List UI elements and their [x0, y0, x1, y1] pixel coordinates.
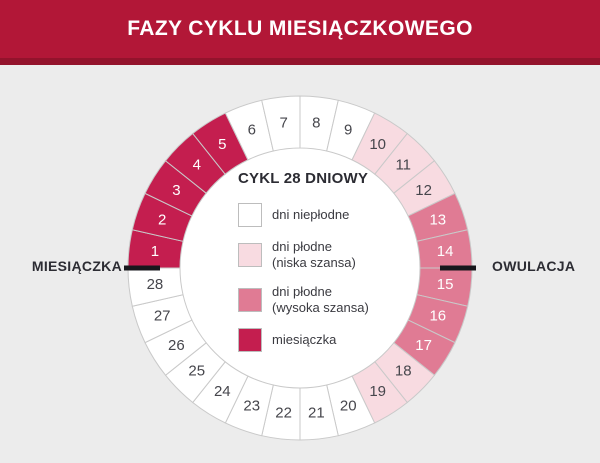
- day-segment-5: [192, 112, 249, 175]
- ring-inner-disc: [180, 148, 420, 388]
- day-number-16: 16: [429, 308, 446, 325]
- legend-swatch-infertile: [238, 203, 262, 227]
- day-number-24: 24: [214, 383, 231, 400]
- day-number-22: 22: [275, 405, 292, 422]
- day-segment-6: [224, 99, 274, 161]
- page-title: FAZY CYKLU MIESIĄCZKOWEGO: [127, 17, 473, 40]
- day-number-11: 11: [395, 156, 411, 173]
- legend-item: miesiączka: [238, 328, 423, 352]
- day-segment-8: [299, 95, 339, 152]
- day-number-20: 20: [340, 397, 357, 414]
- day-number-3: 3: [172, 182, 180, 199]
- day-number-18: 18: [395, 363, 412, 380]
- day-segment-20: [326, 375, 376, 437]
- day-segment-15: [416, 267, 473, 307]
- legend-sublabel: (niska szansa): [272, 255, 356, 271]
- day-number-19: 19: [369, 383, 386, 400]
- day-number-10: 10: [369, 136, 386, 153]
- day-number-14: 14: [437, 243, 454, 260]
- day-segment-16: [407, 294, 469, 344]
- day-segment-26: [144, 319, 207, 376]
- legend-title: CYKL 28 DNIOWY: [238, 170, 369, 187]
- ovulation-label: OWULACJA: [492, 258, 576, 274]
- day-segment-4: [164, 132, 226, 194]
- day-number-15: 15: [437, 276, 454, 293]
- menstruation-label: MIESIĄCZKA: [31, 258, 122, 274]
- day-segment-9: [326, 99, 376, 161]
- day-segment-12: [393, 160, 456, 217]
- header-banner: FAZY CYKLU MIESIĄCZKOWEGO: [0, 0, 600, 58]
- day-segment-13: [407, 192, 469, 242]
- day-number-8: 8: [312, 114, 320, 131]
- day-number-2: 2: [158, 211, 166, 228]
- day-segment-24: [192, 361, 249, 424]
- day-number-12: 12: [415, 182, 432, 199]
- legend-label: dni płodne: [272, 239, 332, 254]
- day-number-5: 5: [218, 136, 226, 153]
- day-number-17: 17: [415, 337, 432, 354]
- day-segment-18: [374, 342, 436, 404]
- day-number-1: 1: [151, 243, 159, 260]
- legend-label: dni płodne: [272, 283, 332, 299]
- day-number-13: 13: [429, 211, 446, 228]
- legend-label: miesiączka: [272, 331, 337, 347]
- day-segment-3: [144, 160, 207, 217]
- day-segment-7: [261, 95, 301, 152]
- header-accent-strip: [0, 58, 600, 65]
- legend-sublabel: (wysoka szansa): [272, 299, 369, 315]
- legend-item: dni płodne (niska szansa): [238, 239, 423, 272]
- day-segment-28: [127, 267, 184, 307]
- day-segment-1: [127, 229, 184, 269]
- day-number-9: 9: [344, 122, 352, 139]
- day-segment-11: [374, 132, 436, 194]
- day-segment-22: [261, 384, 301, 441]
- day-segment-27: [131, 294, 193, 344]
- day-segment-2: [131, 192, 193, 242]
- day-segment-23: [224, 375, 274, 437]
- day-number-7: 7: [279, 114, 287, 131]
- day-number-27: 27: [154, 308, 171, 325]
- day-segment-14: [416, 229, 473, 269]
- day-number-28: 28: [147, 276, 164, 293]
- legend: CYKL 28 DNIOWY dni niepłodne dni płodne …: [238, 170, 423, 364]
- day-number-25: 25: [188, 363, 205, 380]
- legend-item: dni niepłodne: [238, 203, 423, 227]
- legend-swatch-fertile-low: [238, 243, 262, 268]
- day-segment-10: [351, 112, 408, 175]
- day-segment-25: [164, 342, 226, 404]
- legend-swatch-fertile-high: [238, 287, 262, 312]
- day-number-6: 6: [248, 122, 256, 139]
- day-number-21: 21: [308, 405, 325, 422]
- day-segment-19: [351, 361, 408, 424]
- day-number-4: 4: [193, 156, 201, 173]
- day-number-23: 23: [243, 397, 260, 414]
- legend-label: dni niepłodne: [272, 206, 350, 222]
- day-number-26: 26: [168, 337, 185, 354]
- day-segment-21: [299, 384, 339, 441]
- day-segment-17: [393, 319, 456, 376]
- legend-swatch-menstruation: [238, 328, 262, 352]
- legend-item: dni płodne (wysoka szansa): [238, 284, 423, 317]
